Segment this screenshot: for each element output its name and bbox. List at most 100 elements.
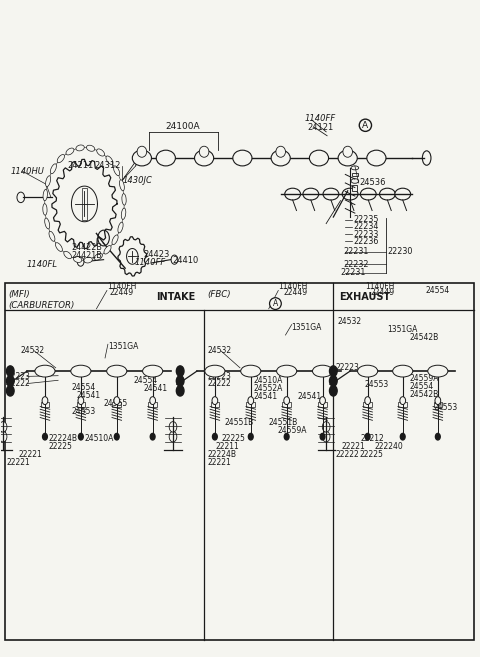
Text: 24532: 24532 — [207, 346, 231, 355]
Circle shape — [400, 397, 406, 405]
Circle shape — [323, 432, 330, 442]
Ellipse shape — [35, 365, 55, 377]
Text: 24312: 24312 — [94, 162, 120, 170]
Text: (FBC): (FBC) — [207, 290, 231, 300]
Text: 1351GA: 1351GA — [387, 325, 418, 334]
Bar — [76, 402, 85, 407]
Text: 22223: 22223 — [7, 372, 31, 381]
Bar — [5, 283, 474, 640]
Text: 24541: 24541 — [253, 392, 277, 401]
Text: 24421B: 24421B — [72, 250, 102, 260]
Text: 1351GA: 1351GA — [108, 342, 138, 351]
Text: 22223: 22223 — [336, 363, 360, 373]
Ellipse shape — [422, 151, 431, 166]
Circle shape — [169, 432, 177, 442]
Bar — [41, 402, 49, 407]
Text: 22224B: 22224B — [207, 450, 237, 459]
Text: 24536: 24536 — [360, 179, 386, 187]
Ellipse shape — [122, 194, 126, 205]
Text: 22225: 22225 — [222, 434, 246, 443]
Circle shape — [0, 432, 7, 442]
Text: 1430JC: 1430JC — [122, 176, 152, 185]
Bar — [363, 402, 372, 407]
Circle shape — [176, 376, 184, 386]
Circle shape — [169, 422, 177, 432]
Circle shape — [284, 434, 289, 440]
Ellipse shape — [76, 145, 84, 151]
Ellipse shape — [351, 179, 359, 183]
Circle shape — [0, 422, 7, 432]
Circle shape — [6, 366, 14, 376]
Circle shape — [150, 434, 155, 440]
Ellipse shape — [66, 148, 74, 155]
Text: 1140FF: 1140FF — [305, 114, 336, 124]
Ellipse shape — [240, 365, 261, 377]
Ellipse shape — [106, 156, 113, 164]
Text: 1140FH: 1140FH — [107, 282, 136, 291]
Ellipse shape — [143, 365, 163, 377]
Bar — [246, 402, 255, 407]
Bar — [0, 1, 480, 283]
Circle shape — [435, 397, 441, 405]
Text: 22449: 22449 — [370, 288, 394, 297]
Ellipse shape — [64, 252, 72, 259]
Text: 1140FF: 1140FF — [135, 258, 166, 267]
Text: 1140FH: 1140FH — [278, 282, 308, 291]
Circle shape — [365, 434, 370, 440]
Ellipse shape — [121, 208, 126, 219]
Ellipse shape — [323, 188, 339, 200]
Text: EXHAUST: EXHAUST — [339, 292, 390, 302]
Circle shape — [98, 230, 109, 246]
Text: 24423: 24423 — [144, 250, 170, 259]
Circle shape — [17, 192, 24, 202]
Text: 24555: 24555 — [104, 399, 128, 408]
Text: 22234: 22234 — [353, 222, 378, 231]
Circle shape — [176, 386, 184, 396]
Circle shape — [6, 386, 14, 396]
Ellipse shape — [303, 188, 319, 200]
Ellipse shape — [118, 222, 123, 233]
Ellipse shape — [56, 242, 62, 252]
Ellipse shape — [276, 147, 286, 157]
Circle shape — [320, 397, 325, 405]
Text: 24541: 24541 — [144, 384, 168, 394]
Text: 22231: 22231 — [340, 268, 366, 277]
Text: 24532: 24532 — [337, 317, 361, 327]
Ellipse shape — [342, 188, 358, 200]
Text: 24542B: 24542B — [410, 333, 439, 342]
Text: INTAKE: INTAKE — [156, 292, 195, 302]
Ellipse shape — [338, 150, 357, 166]
Ellipse shape — [351, 166, 359, 170]
Text: 22232: 22232 — [343, 260, 369, 269]
Text: 22225: 22225 — [48, 442, 72, 451]
Circle shape — [329, 386, 337, 396]
Circle shape — [435, 434, 440, 440]
Text: 24532: 24532 — [21, 346, 45, 355]
Ellipse shape — [132, 150, 152, 166]
Text: 1140FH: 1140FH — [365, 282, 395, 291]
Text: 24541: 24541 — [298, 392, 322, 401]
Text: 24542B: 24542B — [410, 390, 439, 399]
Ellipse shape — [233, 150, 252, 166]
Text: 22224B: 22224B — [48, 434, 78, 443]
Text: 22236: 22236 — [353, 237, 378, 246]
Bar — [318, 402, 327, 407]
Text: 24121: 24121 — [307, 123, 333, 131]
Ellipse shape — [71, 365, 91, 377]
Text: 22222: 22222 — [336, 450, 360, 459]
Ellipse shape — [380, 188, 396, 200]
Ellipse shape — [45, 218, 50, 229]
Circle shape — [43, 434, 48, 440]
Text: 24554: 24554 — [426, 286, 450, 295]
Text: A: A — [362, 121, 369, 130]
Ellipse shape — [343, 147, 352, 157]
Ellipse shape — [312, 365, 333, 377]
Text: 22235: 22235 — [353, 215, 378, 224]
Ellipse shape — [73, 256, 82, 262]
Ellipse shape — [393, 365, 413, 377]
Text: 24100A: 24100A — [165, 122, 200, 131]
Circle shape — [78, 434, 83, 440]
Text: 24553: 24553 — [72, 407, 96, 416]
Text: 24559A: 24559A — [410, 374, 439, 383]
Circle shape — [248, 397, 253, 405]
